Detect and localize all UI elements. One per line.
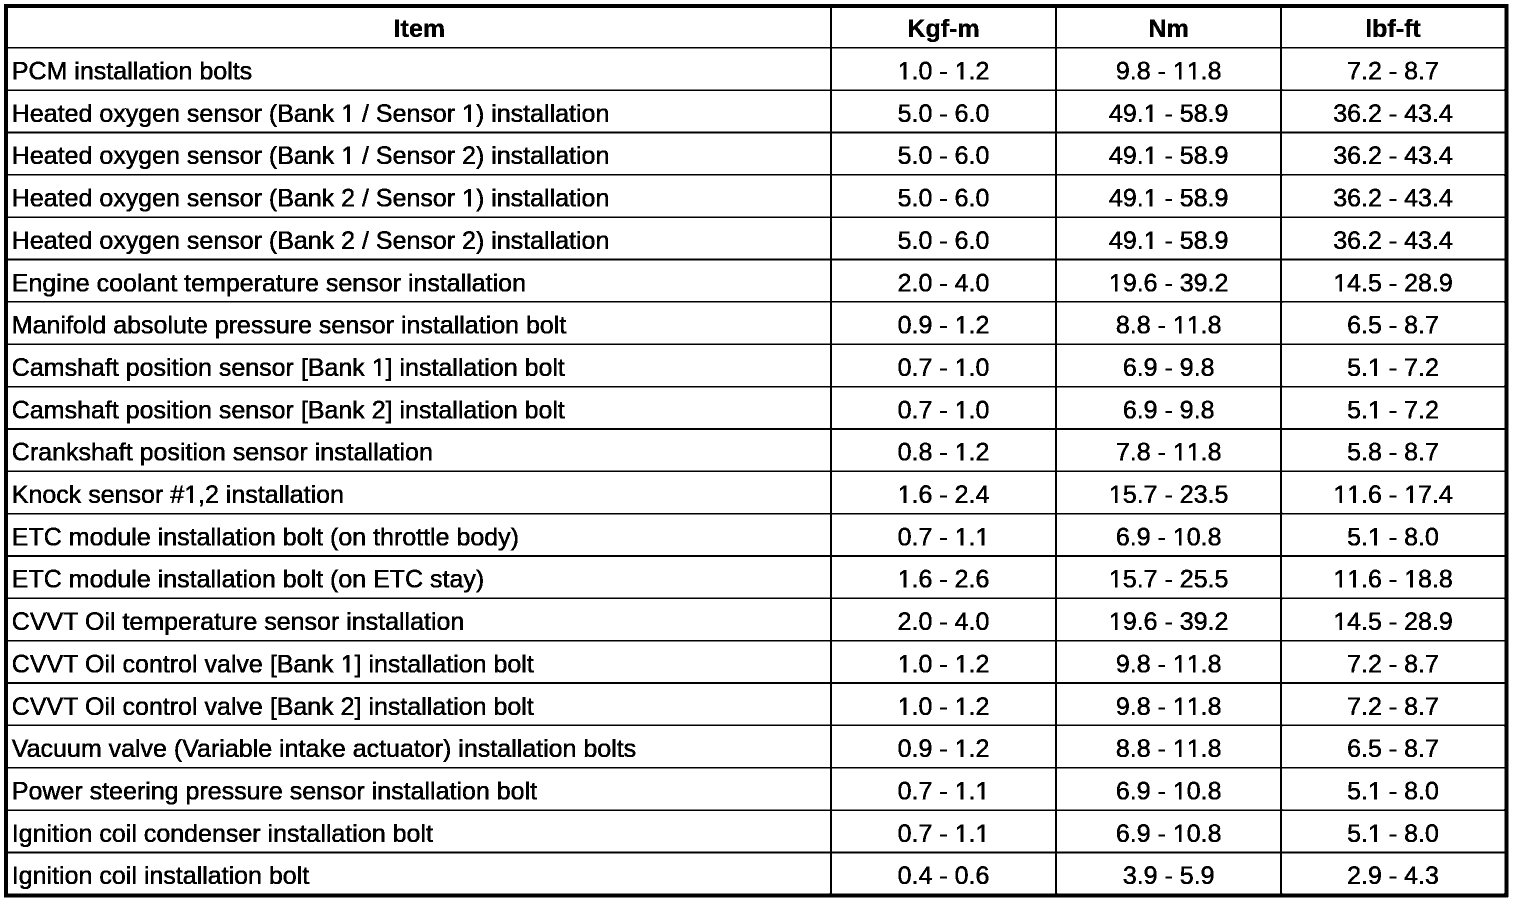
svg-text:14.5 - 28.9: 14.5 - 28.9 [1333,608,1453,636]
svg-text:3.9 - 5.9: 3.9 - 5.9 [1123,862,1215,890]
svg-text:11.6 - 17.4: 11.6 - 17.4 [1333,481,1453,509]
svg-text:9.8 - 11.8: 9.8 - 11.8 [1116,650,1222,678]
svg-text:1.0 - 1.2: 1.0 - 1.2 [898,693,990,721]
svg-text:Heated oxygen sensor (Bank 2 /: Heated oxygen sensor (Bank 2 / Sensor 2)… [12,227,610,255]
svg-text:7.2 - 8.7: 7.2 - 8.7 [1347,693,1439,721]
svg-text:36.2 - 43.4: 36.2 - 43.4 [1333,142,1453,170]
svg-text:7.2 - 8.7: 7.2 - 8.7 [1347,58,1439,86]
svg-text:0.7 - 1.0: 0.7 - 1.0 [898,396,990,424]
svg-text:0.7 - 1.1: 0.7 - 1.1 [898,523,990,551]
svg-text:5.1 - 8.0: 5.1 - 8.0 [1347,777,1439,805]
svg-text:6.9 - 10.8: 6.9 - 10.8 [1116,777,1222,805]
svg-text:5.1 - 8.0: 5.1 - 8.0 [1347,820,1439,848]
svg-text:ETC module installation bolt (: ETC module installation bolt (on throttl… [12,523,519,551]
svg-text:0.8 - 1.2: 0.8 - 1.2 [898,439,990,467]
svg-text:15.7 - 25.5: 15.7 - 25.5 [1109,566,1229,594]
svg-text:5.0 - 6.0: 5.0 - 6.0 [898,142,990,170]
svg-text:Heated oxygen sensor (Bank 2 /: Heated oxygen sensor (Bank 2 / Sensor 1)… [12,185,610,213]
svg-text:5.0 - 6.0: 5.0 - 6.0 [898,185,990,213]
svg-text:2.9 - 4.3: 2.9 - 4.3 [1347,862,1439,890]
svg-text:36.2 - 43.4: 36.2 - 43.4 [1333,185,1453,213]
svg-text:7.8 - 11.8: 7.8 - 11.8 [1116,439,1222,467]
svg-text:49.1 - 58.9: 49.1 - 58.9 [1109,100,1229,128]
svg-text:14.5 - 28.9: 14.5 - 28.9 [1333,269,1453,297]
svg-text:6.9 - 9.8: 6.9 - 9.8 [1123,396,1215,424]
svg-text:8.8 - 11.8: 8.8 - 11.8 [1116,312,1222,340]
svg-text:9.8 - 11.8: 9.8 - 11.8 [1116,693,1222,721]
svg-text:36.2 - 43.4: 36.2 - 43.4 [1333,227,1453,255]
svg-text:1.6 - 2.4: 1.6 - 2.4 [898,481,990,509]
svg-text:Camshaft position sensor [Bank: Camshaft position sensor [Bank 2] instal… [12,396,565,424]
svg-text:0.9 - 1.2: 0.9 - 1.2 [898,735,990,763]
svg-text:5.0 - 6.0: 5.0 - 6.0 [898,227,990,255]
svg-text:CVVT Oil temperature sensor in: CVVT Oil temperature sensor installation [12,608,465,636]
svg-text:0.9 - 1.2: 0.9 - 1.2 [898,312,990,340]
svg-text:0.7 - 1.0: 0.7 - 1.0 [898,354,990,382]
svg-text:lbf-ft: lbf-ft [1365,15,1421,43]
svg-text:0.4 - 0.6: 0.4 - 0.6 [898,862,990,890]
svg-text:1.0 - 1.2: 1.0 - 1.2 [898,58,990,86]
svg-text:5.1 - 8.0: 5.1 - 8.0 [1347,523,1439,551]
svg-text:Ignition coil installation bol: Ignition coil installation bolt [12,862,309,890]
svg-text:6.9 - 10.8: 6.9 - 10.8 [1116,523,1222,551]
svg-text:6.5 - 8.7: 6.5 - 8.7 [1347,735,1439,763]
svg-text:1.6 - 2.6: 1.6 - 2.6 [898,566,990,594]
svg-text:0.7 - 1.1: 0.7 - 1.1 [898,777,990,805]
svg-text:Kgf-m: Kgf-m [907,15,979,43]
svg-text:Nm: Nm [1149,15,1189,43]
svg-text:0.7 - 1.1: 0.7 - 1.1 [898,820,990,848]
svg-text:19.6 - 39.2: 19.6 - 39.2 [1109,269,1229,297]
svg-text:2.0 - 4.0: 2.0 - 4.0 [898,608,990,636]
svg-text:6.9 - 10.8: 6.9 - 10.8 [1116,820,1222,848]
svg-text:7.2 - 8.7: 7.2 - 8.7 [1347,650,1439,678]
svg-text:15.7 - 23.5: 15.7 - 23.5 [1109,481,1229,509]
svg-text:CVVT Oil control valve [Bank 2: CVVT Oil control valve [Bank 2] installa… [12,693,534,721]
svg-text:8.8 - 11.8: 8.8 - 11.8 [1116,735,1222,763]
svg-text:Heated oxygen sensor (Bank 1 /: Heated oxygen sensor (Bank 1 / Sensor 1)… [12,100,610,128]
svg-text:49.1 - 58.9: 49.1 - 58.9 [1109,185,1229,213]
svg-text:Heated oxygen sensor (Bank 1 /: Heated oxygen sensor (Bank 1 / Sensor 2)… [12,142,610,170]
svg-text:Vacuum valve (Variable intake: Vacuum valve (Variable intake actuator) … [12,735,636,763]
svg-text:5.1 - 7.2: 5.1 - 7.2 [1347,396,1439,424]
svg-text:49.1 - 58.9: 49.1 - 58.9 [1109,227,1229,255]
svg-text:CVVT Oil control valve [Bank 1: CVVT Oil control valve [Bank 1] installa… [12,650,534,678]
svg-text:11.6 - 18.8: 11.6 - 18.8 [1333,566,1453,594]
svg-text:ETC module installation bolt (: ETC module installation bolt (on ETC sta… [12,566,484,594]
svg-text:6.9 - 9.8: 6.9 - 9.8 [1123,354,1215,382]
svg-text:Power steering pressure sensor: Power steering pressure sensor installat… [12,777,537,805]
svg-text:6.5 - 8.7: 6.5 - 8.7 [1347,312,1439,340]
svg-text:5.8 - 8.7: 5.8 - 8.7 [1347,439,1439,467]
svg-text:Camshaft position sensor [Bank: Camshaft position sensor [Bank 1] instal… [12,354,565,382]
svg-text:1.0 - 1.2: 1.0 - 1.2 [898,650,990,678]
svg-text:5.0 - 6.0: 5.0 - 6.0 [898,100,990,128]
svg-text:49.1 - 58.9: 49.1 - 58.9 [1109,142,1229,170]
svg-text:36.2 - 43.4: 36.2 - 43.4 [1333,100,1453,128]
svg-text:19.6 - 39.2: 19.6 - 39.2 [1109,608,1229,636]
svg-text:PCM installation bolts: PCM installation bolts [12,58,252,86]
svg-text:Knock sensor #1,2 installation: Knock sensor #1,2 installation [12,481,344,509]
svg-text:Crankshaft position sensor ins: Crankshaft position sensor installation [12,439,433,467]
svg-text:9.8 - 11.8: 9.8 - 11.8 [1116,58,1222,86]
svg-text:Engine coolant temperature sen: Engine coolant temperature sensor instal… [12,269,526,297]
svg-text:2.0 - 4.0: 2.0 - 4.0 [898,269,990,297]
svg-text:Manifold absolute pressure sen: Manifold absolute pressure sensor instal… [12,312,567,340]
svg-text:5.1 - 7.2: 5.1 - 7.2 [1347,354,1439,382]
svg-text:Item: Item [394,15,445,43]
svg-text:Ignition coil condenser instal: Ignition coil condenser installation bol… [12,820,433,848]
